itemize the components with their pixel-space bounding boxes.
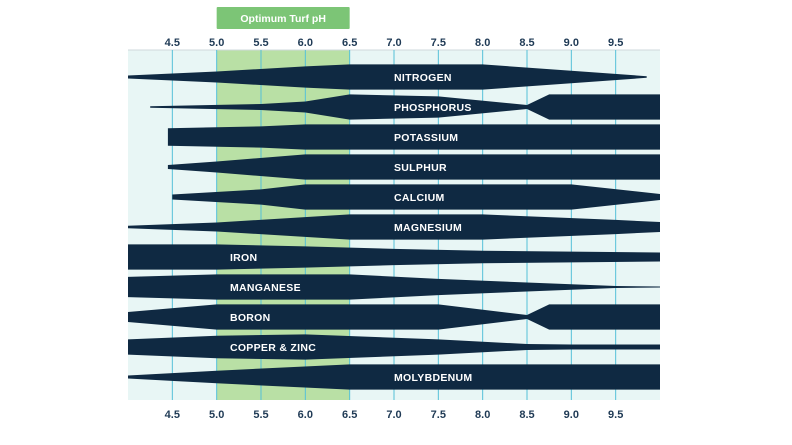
label-iron: IRON	[230, 252, 257, 264]
x-tick-label-top: 4.5	[165, 37, 180, 49]
band-boron	[128, 304, 660, 330]
x-tick-label-top: 6.0	[298, 37, 313, 49]
x-tick-label-bottom: 8.5	[519, 409, 534, 421]
label-boron: BORON	[230, 312, 271, 324]
x-tick-label-bottom: 7.5	[431, 409, 446, 421]
x-tick-label-top: 8.5	[519, 37, 534, 49]
x-tick-label-bottom: 8.0	[475, 409, 490, 421]
x-tick-label-bottom: 9.0	[564, 409, 579, 421]
x-tick-label-top: 5.5	[253, 37, 268, 49]
band-calcium	[172, 184, 661, 210]
x-tick-label-bottom: 6.0	[298, 409, 313, 421]
x-tick-label-top: 6.5	[342, 37, 357, 49]
x-tick-label-bottom: 6.5	[342, 409, 357, 421]
nutrient-labels: NITROGEN PHOSPHORUS POTASSIUM SULPHUR CALCIU…	[230, 72, 472, 384]
x-tick-label-top: 9.5	[608, 37, 623, 49]
label-copper-zinc: COPPER & ZINC	[230, 342, 316, 354]
label-phosphorus: PHOSPHORUS	[394, 102, 472, 114]
label-manganese: MANGANESE	[230, 282, 301, 294]
label-molybdenum: MOLYBDENUM	[394, 372, 472, 384]
x-tick-label-top: 8.0	[475, 37, 490, 49]
optimum-banner-label: Optimum Turf pH	[240, 13, 326, 25]
band-magnesium	[128, 214, 660, 240]
x-tick-label-bottom: 4.5	[165, 409, 180, 421]
band-molybdenum	[128, 364, 660, 390]
band-copper-zinc	[128, 334, 660, 360]
x-tick-label-bottom: 9.5	[608, 409, 623, 421]
band-nitrogen	[128, 64, 647, 90]
top-axis: 4.5 5.0 5.5 6.0 6.5 7.0 7.5 8.0 8.5 9.0 9.5	[165, 37, 624, 49]
x-tick-label-top: 7.5	[431, 37, 446, 49]
optimum-banner	[216, 7, 350, 29]
x-tick-label-bottom: 5.5	[253, 409, 268, 421]
x-tick-label-top: 7.0	[386, 37, 401, 49]
band-iron	[128, 244, 660, 270]
label-magnesium: MAGNESIUM	[394, 222, 462, 234]
band-sulphur	[167, 154, 660, 180]
bottom-axis: 4.5 5.0 5.5 6.0 6.5 7.0 7.5 8.0 8.5 9.0 9.5	[165, 409, 624, 421]
x-tick-label-top: 5.0	[209, 37, 224, 49]
nutrient-bands	[128, 64, 661, 390]
x-tick-label-top: 9.0	[564, 37, 579, 49]
label-nitrogen: NITROGEN	[394, 72, 452, 84]
label-sulphur: SULPHUR	[394, 162, 447, 174]
label-calcium: CALCIUM	[394, 192, 445, 204]
band-potassium	[167, 124, 660, 150]
x-tick-label-bottom: 5.0	[209, 409, 224, 421]
label-potassium: POTASSIUM	[394, 132, 458, 144]
x-tick-label-bottom: 7.0	[386, 409, 401, 421]
band-manganese	[128, 274, 660, 300]
band-phosphorus	[150, 94, 660, 120]
